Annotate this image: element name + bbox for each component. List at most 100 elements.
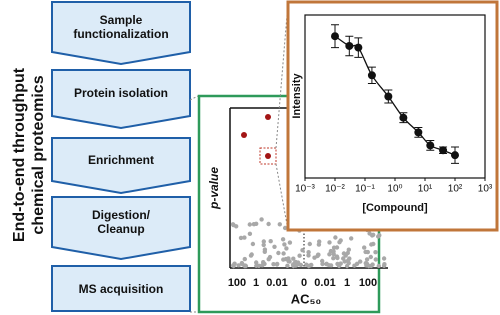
x-tick-label: 10²	[448, 184, 463, 195]
x-tick-label: 10¹	[418, 184, 433, 195]
step-box	[51, 1, 191, 66]
background-dot	[287, 240, 293, 245]
background-dot	[262, 261, 267, 267]
background-dot	[317, 239, 322, 244]
background-dot	[338, 238, 343, 243]
background-dot	[231, 263, 236, 268]
background-dot	[363, 249, 368, 255]
background-dot	[297, 253, 302, 258]
background-dot	[240, 261, 245, 267]
background-dot	[345, 258, 351, 263]
zoom-box	[259, 147, 277, 165]
background-dot	[381, 256, 387, 261]
background-dot	[320, 261, 325, 267]
background-dot	[370, 262, 375, 267]
y-label: Intensity	[291, 73, 303, 119]
step-box	[51, 196, 191, 261]
step-label: MS acquisition	[78, 281, 164, 296]
background-dot	[261, 242, 266, 248]
background-dot	[327, 252, 332, 257]
background-dot	[248, 253, 254, 258]
background-dot	[349, 236, 354, 241]
background-dot	[300, 248, 305, 253]
dose-response-panel	[286, 0, 499, 232]
background-dot	[262, 247, 268, 252]
background-dot	[341, 256, 346, 261]
hit-dot	[265, 114, 271, 120]
background-dot	[283, 256, 289, 262]
hit-dot	[241, 132, 247, 138]
x-tick-label: 10⁻¹	[355, 184, 375, 195]
background-dot	[277, 222, 282, 227]
background-dot	[250, 241, 256, 247]
background-dot	[343, 253, 348, 258]
x-tick-label: 1	[344, 277, 350, 289]
background-dot	[344, 263, 350, 269]
background-dot	[306, 250, 311, 255]
x-label: AC₅₀	[291, 291, 322, 306]
background-dot	[331, 256, 336, 261]
background-dot	[242, 235, 247, 240]
x-tick-label: 10⁰	[387, 184, 402, 195]
background-dot	[362, 245, 367, 250]
background-dot	[242, 256, 247, 262]
background-dot	[364, 257, 370, 262]
background-dot	[368, 254, 373, 260]
step-label: Enrichment	[87, 152, 154, 167]
background-dot	[247, 231, 253, 236]
background-dot	[328, 263, 334, 268]
background-dot	[256, 263, 262, 268]
connector	[275, 2, 289, 149]
volcano-plot: p-value AC₅₀ 100 1 0.01 0 0.01 1 100	[207, 2, 388, 306]
background-dot	[376, 234, 381, 239]
background-dot	[373, 250, 378, 255]
data-point	[354, 43, 363, 52]
background-dot	[381, 263, 387, 268]
background-dot	[367, 231, 372, 236]
background-dot	[247, 222, 252, 227]
data-point	[367, 71, 376, 80]
background-dot	[333, 235, 338, 240]
hit-dot	[265, 153, 271, 159]
background-dot	[369, 242, 374, 247]
data-point	[345, 41, 354, 50]
data-point	[439, 146, 448, 155]
x-tick-label: 10³	[478, 184, 493, 195]
background-dot	[312, 255, 317, 260]
dose-response-plot: Intensity [Compound] 10⁻³ 10⁻² 10⁻¹ 10⁰ 10¹ 1…	[291, 14, 493, 214]
x-tick-label: 1	[253, 277, 259, 289]
background-dot	[282, 225, 288, 231]
background-dot	[291, 256, 296, 261]
background-dot	[335, 255, 340, 261]
background-dot	[327, 240, 332, 245]
fit-curve	[334, 35, 456, 156]
x-tick-label: 0	[301, 277, 307, 289]
background-dot	[306, 253, 311, 258]
background-dot	[276, 250, 281, 256]
background-dot	[358, 259, 363, 264]
background-dot	[346, 247, 351, 252]
data-point	[426, 141, 435, 150]
x-tick-label: 10⁻²	[325, 184, 345, 195]
background-dot	[272, 244, 277, 249]
background-dot	[364, 263, 369, 268]
background-dot	[352, 263, 357, 268]
background-dot	[271, 262, 276, 267]
background-dot	[373, 257, 378, 262]
background-dot	[331, 249, 336, 254]
step-label: Protein isolation	[73, 86, 168, 100]
workflow	[51, 1, 191, 312]
background-dot	[335, 261, 340, 267]
connector	[189, 95, 199, 101]
title-line: End-to-end throughput	[11, 67, 28, 242]
data-point	[414, 128, 423, 137]
background-dot	[285, 263, 290, 268]
background-dot	[282, 242, 287, 247]
step-label: Digestion/ Cleanup	[92, 208, 151, 236]
x-tick-label: 100	[228, 277, 246, 289]
background-dot	[275, 261, 280, 267]
step-box	[51, 137, 191, 195]
data-point	[399, 113, 408, 122]
